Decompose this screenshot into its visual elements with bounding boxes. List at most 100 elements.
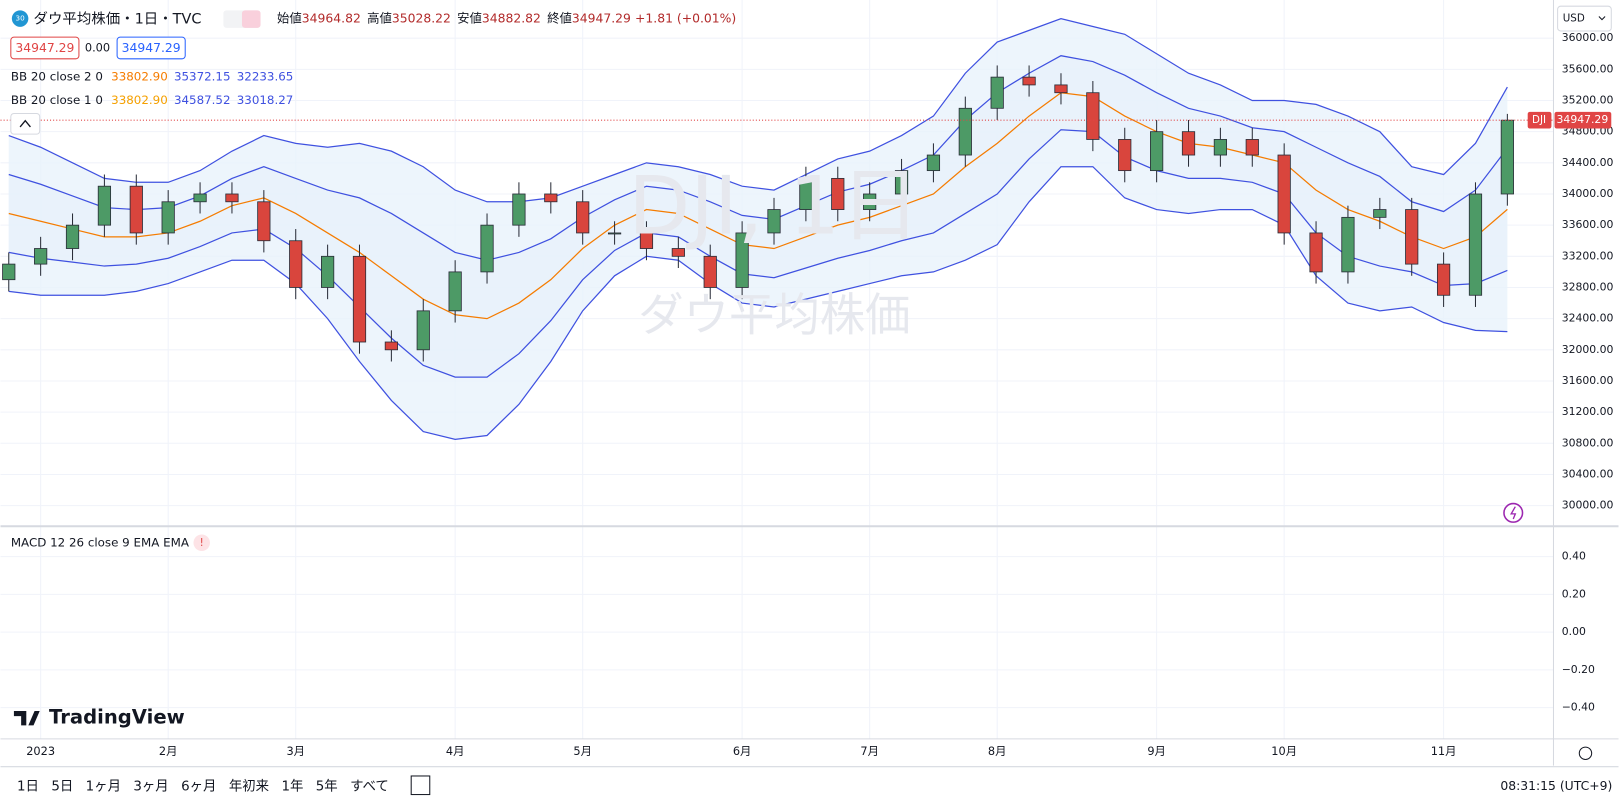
candle-body — [831, 177, 845, 210]
settings-icon[interactable] — [1578, 746, 1593, 760]
range-button[interactable]: 6ヶ月 — [181, 779, 216, 794]
events-button[interactable] — [1503, 502, 1524, 523]
candle-body — [2, 263, 16, 281]
candle-body — [799, 177, 813, 210]
range-button[interactable]: 3ヶ月 — [133, 779, 168, 794]
candle-body — [1309, 232, 1323, 273]
logo-mark — [13, 710, 40, 726]
range-button[interactable]: 5年 — [316, 778, 338, 794]
bb1-basis: 33802.90 — [111, 93, 168, 107]
symbol-title[interactable]: ダウ平均株価・1日・TVC — [34, 11, 202, 28]
x-tick-label: 3月 — [286, 744, 305, 758]
candle-body — [1054, 84, 1068, 94]
candle-body — [34, 248, 48, 265]
symbol-badge[interactable] — [11, 10, 29, 27]
y-tick-label: 32800.00 — [1562, 280, 1614, 293]
x-tick-label: 5月 — [573, 744, 592, 758]
candle-body — [894, 170, 909, 195]
candle-body — [1150, 131, 1164, 172]
range-button[interactable]: 年初来 — [229, 778, 269, 794]
bb-lower-2 — [8, 166, 1508, 441]
x-tick-label: 10月 — [1271, 744, 1297, 758]
symbol-tag — [1527, 111, 1552, 129]
collapse-button[interactable] — [10, 112, 41, 135]
candle-body — [990, 76, 1004, 109]
candle-body — [161, 201, 175, 234]
currency-caret — [1598, 16, 1606, 21]
candle-body — [607, 232, 622, 235]
candle-body — [480, 224, 494, 273]
candle-body — [257, 201, 271, 242]
compare-button[interactable] — [241, 10, 261, 28]
watermark-symbol: DJI, 1日 — [628, 159, 920, 253]
candle-body — [193, 193, 207, 203]
y-tick-label: 30800.00 — [1562, 436, 1614, 449]
bb2-legend[interactable]: BB 20 close 2 0 33802.90 35372.15 32233.65 — [11, 69, 294, 83]
bb-basis — [8, 92, 1508, 320]
clock[interactable]: 08:31:15 (UTC+9) — [1500, 779, 1612, 793]
candle-body — [512, 193, 526, 226]
watermark-name: ダウ平均株価 — [638, 288, 910, 341]
open-label: 始値 — [277, 10, 302, 25]
close-value: 34947.29 — [572, 11, 631, 25]
macd-tick-label: 0.00 — [1562, 625, 1586, 638]
bb2-lower: 32233.65 — [237, 69, 294, 83]
y-tick-label: 31600.00 — [1562, 374, 1614, 387]
macd-tick-label: −0.20 — [1562, 663, 1595, 676]
y-tick-label: 33200.00 — [1562, 249, 1614, 262]
y-tick-label: 35200.00 — [1562, 94, 1614, 107]
y-tick-label: 32000.00 — [1562, 343, 1614, 356]
candle-body — [1086, 92, 1100, 140]
toolbar: 1日 5日 1ヶ月 3ヶ月 6ヶ月 年初来 1年 5年 すべて — [17, 778, 389, 794]
date-range-icon[interactable] — [410, 775, 431, 796]
events-icon — [1510, 506, 1517, 520]
bb2-upper: 35372.15 — [174, 69, 231, 83]
candle-body — [671, 248, 685, 257]
candle-body — [958, 107, 972, 156]
y-tick-label: 31200.00 — [1562, 405, 1614, 418]
macd-warning-badge[interactable] — [193, 534, 210, 552]
currency-select[interactable] — [1557, 5, 1612, 32]
range-button[interactable]: 1ヶ月 — [86, 779, 121, 794]
bb1-legend[interactable]: BB 20 close 1 0 33802.90 34587.52 33018.27 — [11, 93, 294, 107]
band-fill — [8, 55, 1508, 378]
x-tick-label: 11月 — [1431, 744, 1457, 758]
macd-warning: ! — [200, 537, 204, 549]
candle-body — [703, 255, 717, 288]
macd-tick-label: 0.20 — [1562, 587, 1586, 600]
range-button[interactable]: すべて — [350, 778, 389, 794]
bb2-label: BB 20 close 2 0 — [11, 69, 103, 83]
candle-body — [448, 271, 462, 312]
collapse-icon — [19, 119, 31, 128]
sell-button[interactable] — [10, 36, 80, 60]
candle-body — [1373, 209, 1387, 218]
buy-button[interactable] — [116, 36, 186, 60]
candle-body — [225, 193, 239, 203]
candle-body — [1245, 139, 1259, 156]
low-value: 34882.82 — [482, 11, 541, 25]
open-value: 34964.82 — [302, 11, 361, 25]
candle-body — [129, 185, 143, 234]
y-tick-label: 34000.00 — [1562, 187, 1614, 200]
range-button[interactable]: 5日 — [51, 779, 73, 794]
range-button[interactable]: 1日 — [17, 779, 39, 794]
macd-label[interactable]: MACD 12 26 close 9 EMA EMA — [11, 535, 190, 549]
ohlc: 始値34964.82 高値35028.22 安値34882.82 終値34947.29… — [277, 10, 736, 25]
x-tick-label: 8月 — [988, 744, 1007, 758]
candle-body — [289, 240, 303, 288]
price-tag — [1554, 111, 1612, 129]
candle-body — [321, 255, 335, 288]
y-tick-label: 35600.00 — [1562, 62, 1614, 75]
range-button[interactable]: 1年 — [281, 778, 303, 794]
macd-tick-label: 0.40 — [1562, 550, 1586, 563]
candle-body — [576, 201, 590, 234]
candle-body — [1436, 263, 1451, 296]
currency: USD — [1563, 13, 1585, 25]
bb2-basis: 33802.90 — [111, 69, 168, 83]
logo-text[interactable]: TradingView — [49, 706, 185, 729]
x-tick-label: 4月 — [446, 744, 465, 758]
low-label: 安値 — [457, 10, 482, 25]
x-tick-label: 7月 — [860, 744, 879, 758]
change: +1.81 (+0.01%) — [635, 11, 736, 25]
